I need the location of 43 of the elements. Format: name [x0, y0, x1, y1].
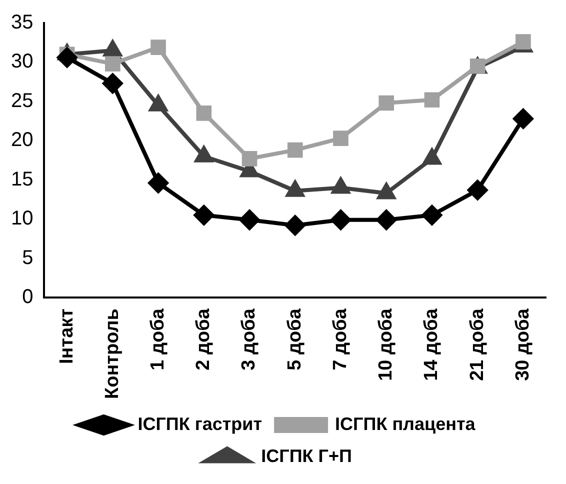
point [57, 48, 78, 68]
point [333, 130, 348, 146]
point [422, 205, 442, 226]
y-tick-label: 0 [22, 286, 34, 308]
legend-label: ІСГПК Г+П [261, 446, 352, 466]
x-tick-label: 3 доба [238, 308, 260, 370]
y-tick-label: 5 [22, 246, 34, 269]
y-tick-label: 35 [10, 12, 34, 34]
x-tick-label: 14 доба [421, 308, 442, 381]
x-tick-label: 10 доба [376, 308, 397, 381]
legend-label: ІСГПК гастрит [138, 414, 262, 434]
point [378, 95, 394, 111]
x-tick-label: 30 доба [512, 308, 534, 381]
point [285, 215, 306, 236]
point [242, 151, 258, 166]
point [105, 56, 120, 72]
y-tick-label: 15 [10, 168, 34, 190]
x-tick-label: Контроль [102, 308, 123, 400]
y-tick-label: 20 [10, 129, 34, 152]
point [148, 173, 168, 194]
y-tick-label: 25 [10, 90, 34, 112]
point [240, 210, 260, 230]
x-tick-label: 1 доба [148, 308, 169, 370]
point [196, 106, 212, 121]
point [424, 92, 440, 108]
point [330, 210, 351, 230]
x-tick-label: 7 доба [330, 308, 351, 370]
point [150, 40, 166, 55]
point [287, 142, 303, 158]
point [513, 108, 534, 129]
point [376, 210, 396, 230]
point [194, 205, 214, 226]
point [516, 34, 531, 50]
x-tick-label: Інтакт [56, 308, 78, 364]
legend-label: ІСГПК плацента [335, 414, 476, 434]
y-tick-label: 10 [10, 208, 34, 230]
point [102, 73, 123, 94]
y-tick-label: 30 [10, 50, 34, 73]
x-tick-label: 5 доба [284, 308, 306, 370]
x-tick-label: 21 доба [466, 308, 488, 381]
point [468, 180, 488, 200]
point [470, 58, 486, 74]
x-tick-label: 2 доба [193, 308, 214, 370]
